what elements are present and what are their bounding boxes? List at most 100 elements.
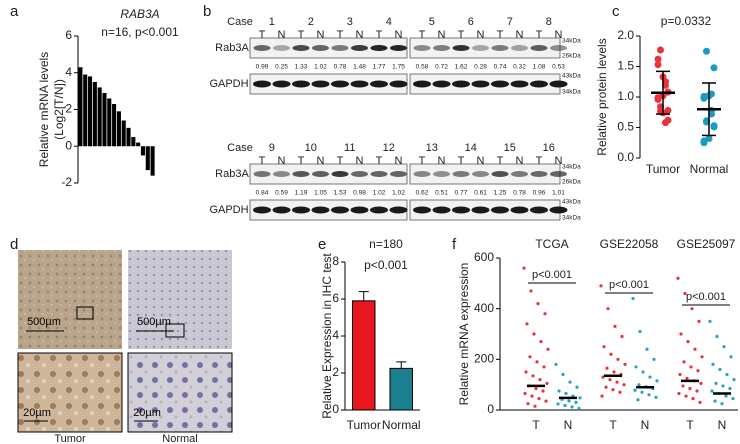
quant-label: 0.53 — [552, 64, 565, 71]
x-tick-label: Tumor — [646, 162, 680, 176]
y-axis-label: Relative mRNA levels — [37, 52, 51, 167]
y-tick-label: 400 — [474, 301, 494, 315]
quant-label: 1.02 — [314, 64, 327, 71]
point — [528, 355, 532, 359]
x-tick-label: T — [609, 418, 617, 432]
group-label: GSE25097 — [677, 237, 736, 251]
band — [273, 45, 290, 51]
chart-subtitle: p<0.001 — [364, 258, 408, 272]
y-tick-label: 1.0 — [617, 89, 634, 103]
band — [530, 171, 548, 177]
quant-label: 0.61 — [474, 190, 487, 197]
case-number: 8 — [546, 16, 552, 28]
point — [689, 365, 693, 369]
point — [605, 366, 609, 370]
point — [721, 384, 725, 388]
point — [645, 347, 649, 351]
band — [511, 171, 528, 177]
band — [472, 171, 489, 177]
point — [522, 266, 526, 270]
quant-label: 0.51 — [435, 190, 448, 197]
point — [637, 383, 641, 387]
marker-label: 26kDa — [562, 179, 581, 186]
control-band — [432, 80, 451, 88]
point — [685, 376, 689, 380]
ihc-image — [128, 250, 232, 349]
lane-label: N — [555, 29, 563, 41]
band — [491, 45, 509, 51]
y-axis-label: Relative mRNA expression — [457, 263, 471, 406]
point — [654, 95, 662, 103]
point — [708, 319, 712, 323]
point — [612, 370, 616, 374]
control-band — [331, 80, 349, 88]
lane-label: T — [536, 155, 543, 167]
x-tick-label: T — [532, 418, 540, 432]
quant-label: 0.99 — [256, 64, 269, 71]
point — [634, 365, 638, 369]
point — [546, 347, 550, 351]
y-tick-label: 2 — [65, 102, 72, 116]
control-band — [413, 80, 431, 88]
panel-label: c — [612, 3, 620, 20]
ihc-images: 500µm 500µm 20µm 20µm Tumor Normal — [17, 250, 233, 444]
control-band — [491, 206, 509, 214]
point — [676, 276, 680, 280]
band — [550, 171, 567, 177]
band — [253, 171, 271, 177]
ihc-image — [127, 352, 233, 433]
point — [608, 378, 612, 382]
band — [530, 45, 548, 51]
point — [697, 319, 701, 323]
scale-label: 500µm — [27, 316, 61, 328]
case-label: Case — [227, 16, 253, 28]
control-band — [549, 206, 568, 214]
case-number: 1 — [269, 16, 275, 28]
point — [534, 386, 538, 391]
point — [578, 396, 582, 400]
control-band — [510, 206, 529, 214]
y-tick-label: 6 — [332, 291, 339, 305]
y-tick-label: 0 — [65, 138, 72, 152]
band — [370, 45, 388, 51]
point — [531, 374, 535, 378]
zoom-box — [76, 306, 94, 320]
point — [679, 332, 683, 336]
y-tick-label: 2.0 — [617, 28, 634, 42]
case-number: 12 — [383, 142, 395, 154]
lane-label: T — [536, 29, 543, 41]
point — [599, 284, 603, 288]
bar — [87, 76, 93, 147]
point — [654, 395, 658, 399]
band — [413, 45, 431, 51]
control-band — [452, 80, 470, 88]
bar — [126, 127, 131, 147]
lane-label: T — [376, 29, 383, 41]
quant-label: 1.02 — [373, 190, 386, 197]
control-band — [253, 206, 271, 214]
quant-label: 0.28 — [474, 64, 487, 71]
point — [647, 393, 651, 397]
marker-label: 34kDa — [562, 215, 581, 222]
control-band — [292, 206, 310, 214]
point — [711, 362, 715, 366]
control-band — [389, 80, 408, 88]
lane-label: N — [356, 29, 364, 41]
lane-label: N — [317, 155, 325, 167]
band — [312, 171, 329, 177]
point — [732, 378, 736, 382]
ihc-image — [17, 352, 123, 433]
point — [541, 389, 545, 393]
point — [698, 400, 702, 404]
control-band — [491, 80, 509, 88]
y-tick-label: 4 — [332, 328, 339, 342]
quant-label: 1.02 — [392, 190, 405, 197]
quant-label: 1.25 — [494, 190, 507, 197]
group-label: TCGA — [535, 237, 568, 251]
point — [543, 312, 547, 316]
point — [684, 394, 688, 398]
y-tick-label: 1.5 — [617, 59, 634, 73]
point — [699, 381, 703, 385]
quant-label: 1.62 — [455, 64, 468, 71]
point — [574, 400, 578, 404]
